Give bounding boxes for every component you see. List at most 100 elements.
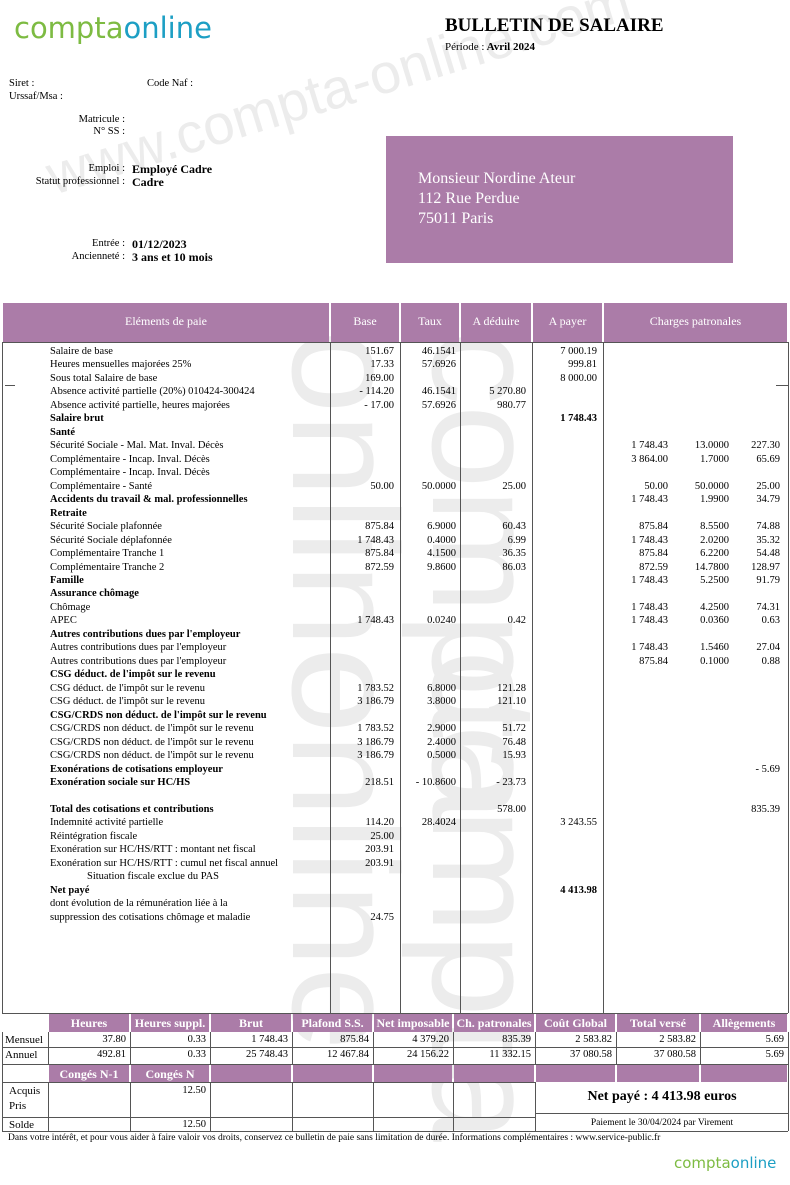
rule [460, 342, 461, 1013]
rule [2, 1064, 3, 1131]
urssaf-label: Urssaf/Msa : [9, 91, 63, 102]
leave-header: Congés N [145, 1067, 195, 1081]
cell-value: 50.0000 [421, 480, 456, 492]
leave-row-label: Acquis [9, 1085, 41, 1097]
cell-value: 114.20 [365, 817, 395, 829]
summary-header: Brut [239, 1016, 263, 1030]
row-label: Sécurité Sociale déplafonnée [50, 534, 172, 546]
cell-value: 54.48 [756, 548, 780, 560]
summary-header: Net imposable [376, 1016, 450, 1030]
rule [292, 1082, 293, 1131]
cell-value: 1 748.43 [631, 574, 668, 586]
summary-value: 835.39 [502, 1034, 531, 1045]
row-label: Autres contributions dues par l'employeu… [50, 642, 227, 654]
row-label: CSG/CRDS non déduct. de l'impôt sur le r… [50, 736, 254, 748]
summary-value: 11 332.15 [489, 1049, 531, 1060]
cell-value: 65.69 [756, 453, 780, 465]
row-label: Exonération sociale sur HC/HS [50, 777, 191, 789]
summary-header: Total versé [630, 1016, 686, 1030]
cell-value: - 114.20 [359, 386, 394, 398]
period-value: Avril 2024 [486, 41, 535, 53]
header-cell [331, 303, 399, 342]
field-label: Entrée : [92, 238, 125, 249]
naf-label: Code Naf : [147, 78, 194, 89]
summary-value: 0.33 [187, 1049, 206, 1060]
summary-value: 0.33 [187, 1034, 206, 1045]
row-label: Absence activité partielle, heures major… [50, 399, 230, 411]
rule [2, 342, 788, 343]
cell-value: 51.72 [502, 723, 526, 735]
rule [130, 1032, 131, 1064]
row-label: CSG déduct. de l'impôt sur le revenu [50, 696, 205, 708]
cell-value: 50.0000 [694, 480, 729, 492]
field-label: Matricule : [78, 114, 125, 125]
row-label: Net payé [50, 884, 90, 896]
summary-value: 2 583.82 [575, 1034, 612, 1045]
rule [373, 1032, 374, 1064]
logo-part: compta [674, 1154, 731, 1172]
row-label: Total des cotisations et contributions [50, 803, 214, 815]
row-label: suppression des cotisations chômage et m… [50, 911, 251, 923]
rule [48, 1082, 49, 1131]
row-label: Chômage [50, 601, 91, 613]
row-label: Complémentaire Tranche 1 [50, 548, 165, 560]
cell-value: 1 783.52 [357, 682, 394, 694]
cell-value: 28.4024 [421, 817, 456, 829]
cell-value: 872.59 [639, 561, 668, 573]
column-header: Base [353, 314, 377, 328]
leave-header-cell [454, 1065, 534, 1082]
row-label: Salaire brut [50, 413, 104, 425]
cell-value: 1 748.43 [631, 642, 668, 654]
summary-value: 37.80 [102, 1034, 126, 1045]
cell-value: 6.99 [507, 534, 526, 546]
cell-value: 15.93 [502, 750, 526, 762]
cell-value: 7 000.19 [560, 346, 597, 357]
summary-value: 5.69 [765, 1049, 784, 1060]
address-line: Monsieur Nordine Ateur [418, 170, 576, 187]
cell-value: 0.63 [761, 615, 780, 627]
cell-value: 875.84 [365, 521, 394, 533]
cell-value: 60.43 [502, 521, 526, 533]
summary-header-cell [131, 1014, 209, 1032]
cell-value: 4.2500 [700, 601, 729, 613]
leave-header: Congés N-1 [59, 1067, 119, 1081]
cell-value: 35.32 [756, 534, 780, 546]
rule [535, 1032, 536, 1064]
leave-row-label: Pris [9, 1100, 27, 1112]
rule [532, 342, 533, 1013]
cell-value: 203.91 [365, 857, 394, 869]
cell-value: 17.33 [370, 359, 394, 371]
header-cell [401, 303, 459, 342]
field-label: Ancienneté : [71, 251, 125, 262]
cell-value: 50.00 [370, 480, 394, 492]
leave-row-label: Solde [9, 1119, 35, 1131]
column-header: A payer [548, 314, 587, 328]
cell-value: 1 748.43 [631, 534, 668, 546]
cell-value: 0.0360 [700, 615, 729, 627]
rule [292, 1032, 293, 1064]
cell-value: 128.97 [751, 561, 780, 573]
rule [2, 1082, 535, 1083]
cell-value: 3 864.00 [631, 453, 668, 465]
row-label: Autres contributions dues par l'employeu… [50, 655, 227, 667]
cell-value: 999.81 [568, 359, 597, 371]
cell-value: 218.51 [365, 777, 394, 789]
rule [2, 1047, 788, 1048]
header-cell [533, 303, 602, 342]
cell-value: 0.4000 [427, 534, 456, 546]
summary-value: 492.81 [97, 1049, 126, 1060]
summary-row-label: Annuel [5, 1049, 38, 1061]
rule [2, 1117, 535, 1118]
cell-value: - 23.73 [496, 777, 526, 789]
footer-logo: comptaonline [674, 1156, 776, 1171]
logo-part: compta [14, 11, 124, 45]
cell-value: 169.00 [365, 372, 394, 384]
cell-value: 25.00 [502, 480, 526, 492]
summary-value: 24 156.22 [407, 1049, 449, 1060]
row-label: Salaire de base [50, 346, 113, 357]
cell-value: 3 186.79 [357, 736, 394, 748]
rule [400, 342, 401, 1013]
row-label: CSG/CRDS non déduct. de l'impôt sur le r… [50, 750, 254, 762]
rule [535, 1113, 788, 1114]
